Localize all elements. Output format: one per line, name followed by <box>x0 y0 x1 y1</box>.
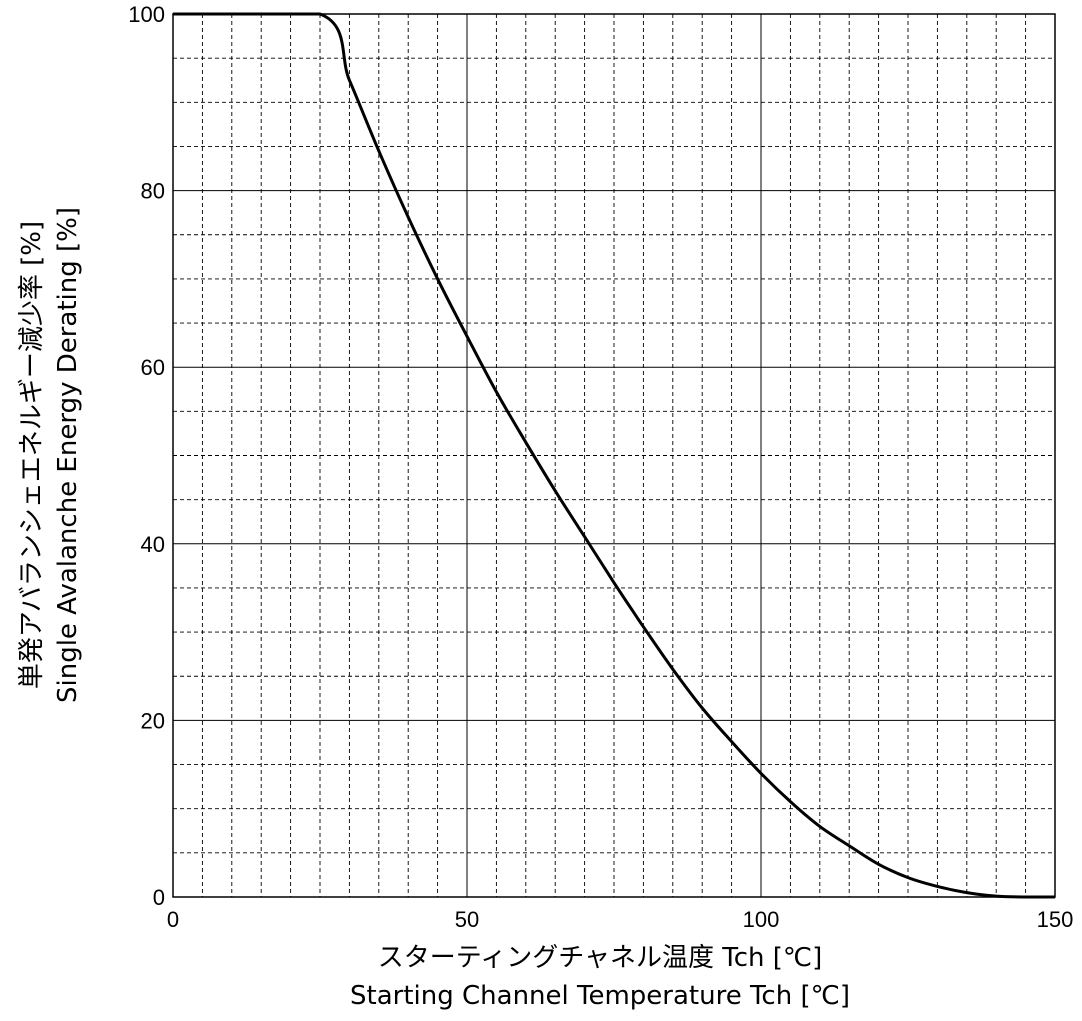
y-tick-label: 20 <box>141 708 165 733</box>
x-tick-label: 150 <box>1037 907 1074 932</box>
x-tick-label: 0 <box>167 907 179 932</box>
y-axis-label-ja: 単発アバランシェエネルギー減少率 [%] <box>17 221 47 689</box>
x-axis-label-en: Starting Channel Temperature Tch [℃] <box>350 981 850 1011</box>
plot-frame <box>172 13 1056 898</box>
x-tick-label: 50 <box>455 907 479 932</box>
y-tick-label: 0 <box>153 885 165 910</box>
y-tick-labels: 0 20 40 60 80 100 <box>128 2 165 910</box>
x-axis-label-ja: スターティングチャネル温度 Tch [℃] <box>378 943 822 973</box>
derating-curve <box>173 12 1055 899</box>
y-tick-label: 60 <box>141 355 165 380</box>
y-tick-label: 100 <box>128 2 165 27</box>
x-tick-label: 100 <box>743 907 780 932</box>
minor-gridlines <box>173 14 1055 897</box>
major-gridlines <box>173 14 1055 897</box>
y-tick-label: 40 <box>141 532 165 557</box>
x-tick-labels: 0 50 100 150 <box>167 907 1073 932</box>
series-layer <box>173 12 1055 899</box>
y-axis-label-en: Single Avalanche Energy Derating [%] <box>53 207 83 703</box>
y-tick-label: 80 <box>141 179 165 204</box>
